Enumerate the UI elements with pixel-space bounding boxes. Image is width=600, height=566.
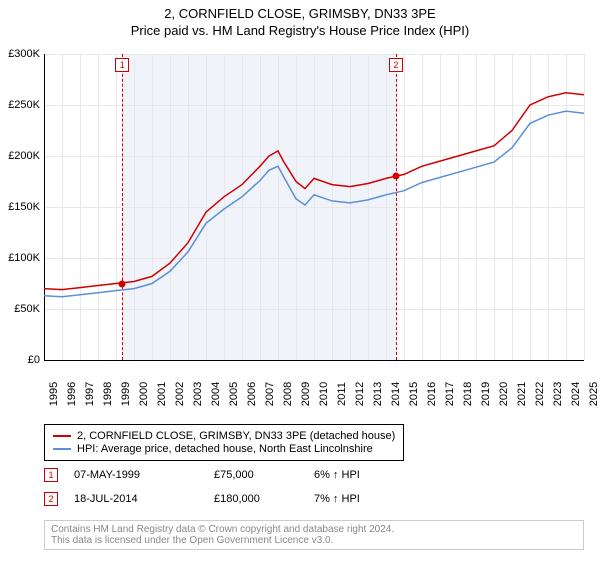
x-tick-label: 2023 [552, 382, 564, 406]
legend-label: HPI: Average price, detached house, Nort… [77, 443, 373, 455]
x-tick-label: 1997 [84, 382, 96, 406]
legend-swatch [53, 448, 71, 450]
legend-label: 2, CORNFIELD CLOSE, GRIMSBY, DN33 3PE (d… [77, 430, 395, 442]
legend-swatch [53, 435, 71, 437]
x-tick-label: 2000 [138, 382, 150, 406]
x-tick-label: 2015 [408, 382, 420, 406]
x-tick-label: 2025 [588, 382, 600, 406]
x-tick-label: 2020 [498, 382, 510, 406]
x-tick-label: 2022 [534, 382, 546, 406]
y-tick-label: £150K [8, 201, 40, 213]
x-tick-label: 2014 [390, 382, 402, 406]
series-property [44, 93, 584, 290]
x-tick-label: 2016 [426, 382, 438, 406]
x-axis-line [44, 360, 584, 361]
table-price: £75,000 [214, 469, 314, 481]
y-tick-label: £100K [8, 252, 40, 264]
x-tick-label: 2006 [246, 382, 258, 406]
chart-title: 2, CORNFIELD CLOSE, GRIMSBY, DN33 3PE [0, 6, 600, 21]
table-row: 1 07-MAY-1999£75,0006% ↑ HPI [44, 468, 404, 482]
table-date: 07-MAY-1999 [74, 469, 214, 481]
y-axis-labels: £0£50K£100K£150K£200K£250K£300K [0, 54, 40, 360]
x-axis-labels: 1995 1996 1997 1998 1999 2000 2001 2002 2003 2004… [44, 364, 584, 404]
table-price: £180,000 [214, 493, 314, 505]
x-tick-label: 2007 [264, 382, 276, 406]
x-tick-label: 1995 [48, 382, 60, 406]
y-tick-label: £0 [28, 354, 40, 366]
chart-subtitle: Price paid vs. HM Land Registry's House … [0, 23, 600, 38]
legend: 2, CORNFIELD CLOSE, GRIMSBY, DN33 3PE (d… [44, 424, 404, 461]
table-delta: 6% ↑ HPI [314, 469, 404, 481]
table-marker: 2 [44, 492, 58, 506]
footer-line-1: Contains HM Land Registry data © Crown c… [51, 524, 577, 535]
y-tick-label: £300K [8, 48, 40, 60]
x-tick-label: 2011 [336, 382, 348, 406]
x-tick-label: 1998 [102, 382, 114, 406]
table-delta: 7% ↑ HPI [314, 493, 404, 505]
table-marker: 1 [44, 468, 58, 482]
x-tick-label: 1999 [120, 382, 132, 406]
footer-line-2: This data is licensed under the Open Gov… [51, 535, 577, 546]
x-tick-label: 2017 [444, 382, 456, 406]
x-tick-label: 2019 [480, 382, 492, 406]
x-tick-label: 2002 [174, 382, 186, 406]
x-tick-label: 1996 [66, 382, 78, 406]
chart-plot-area: 12 [44, 54, 584, 360]
table-date: 18-JUL-2014 [74, 493, 214, 505]
x-tick-label: 2021 [516, 382, 528, 406]
footer-attribution: Contains HM Land Registry data © Crown c… [44, 520, 584, 550]
x-tick-label: 2013 [372, 382, 384, 406]
chart-lines [44, 54, 584, 360]
x-tick-label: 2012 [354, 382, 366, 406]
x-tick-label: 2018 [462, 382, 474, 406]
legend-item: HPI: Average price, detached house, Nort… [53, 443, 395, 455]
datapoint [392, 173, 399, 180]
table-row: 2 18-JUL-2014£180,0007% ↑ HPI [44, 492, 404, 506]
legend-item: 2, CORNFIELD CLOSE, GRIMSBY, DN33 3PE (d… [53, 430, 395, 442]
x-tick-label: 2003 [192, 382, 204, 406]
y-tick-label: £50K [14, 303, 40, 315]
y-tick-label: £250K [8, 99, 40, 111]
x-tick-label: 2004 [210, 382, 222, 406]
x-tick-label: 2009 [300, 382, 312, 406]
x-tick-label: 2024 [570, 382, 582, 406]
x-tick-label: 2001 [156, 382, 168, 406]
datapoint [119, 280, 126, 287]
x-tick-label: 2008 [282, 382, 294, 406]
x-tick-label: 2005 [228, 382, 240, 406]
gridline-v [584, 54, 585, 360]
y-tick-label: £200K [8, 150, 40, 162]
x-tick-label: 2010 [318, 382, 330, 406]
